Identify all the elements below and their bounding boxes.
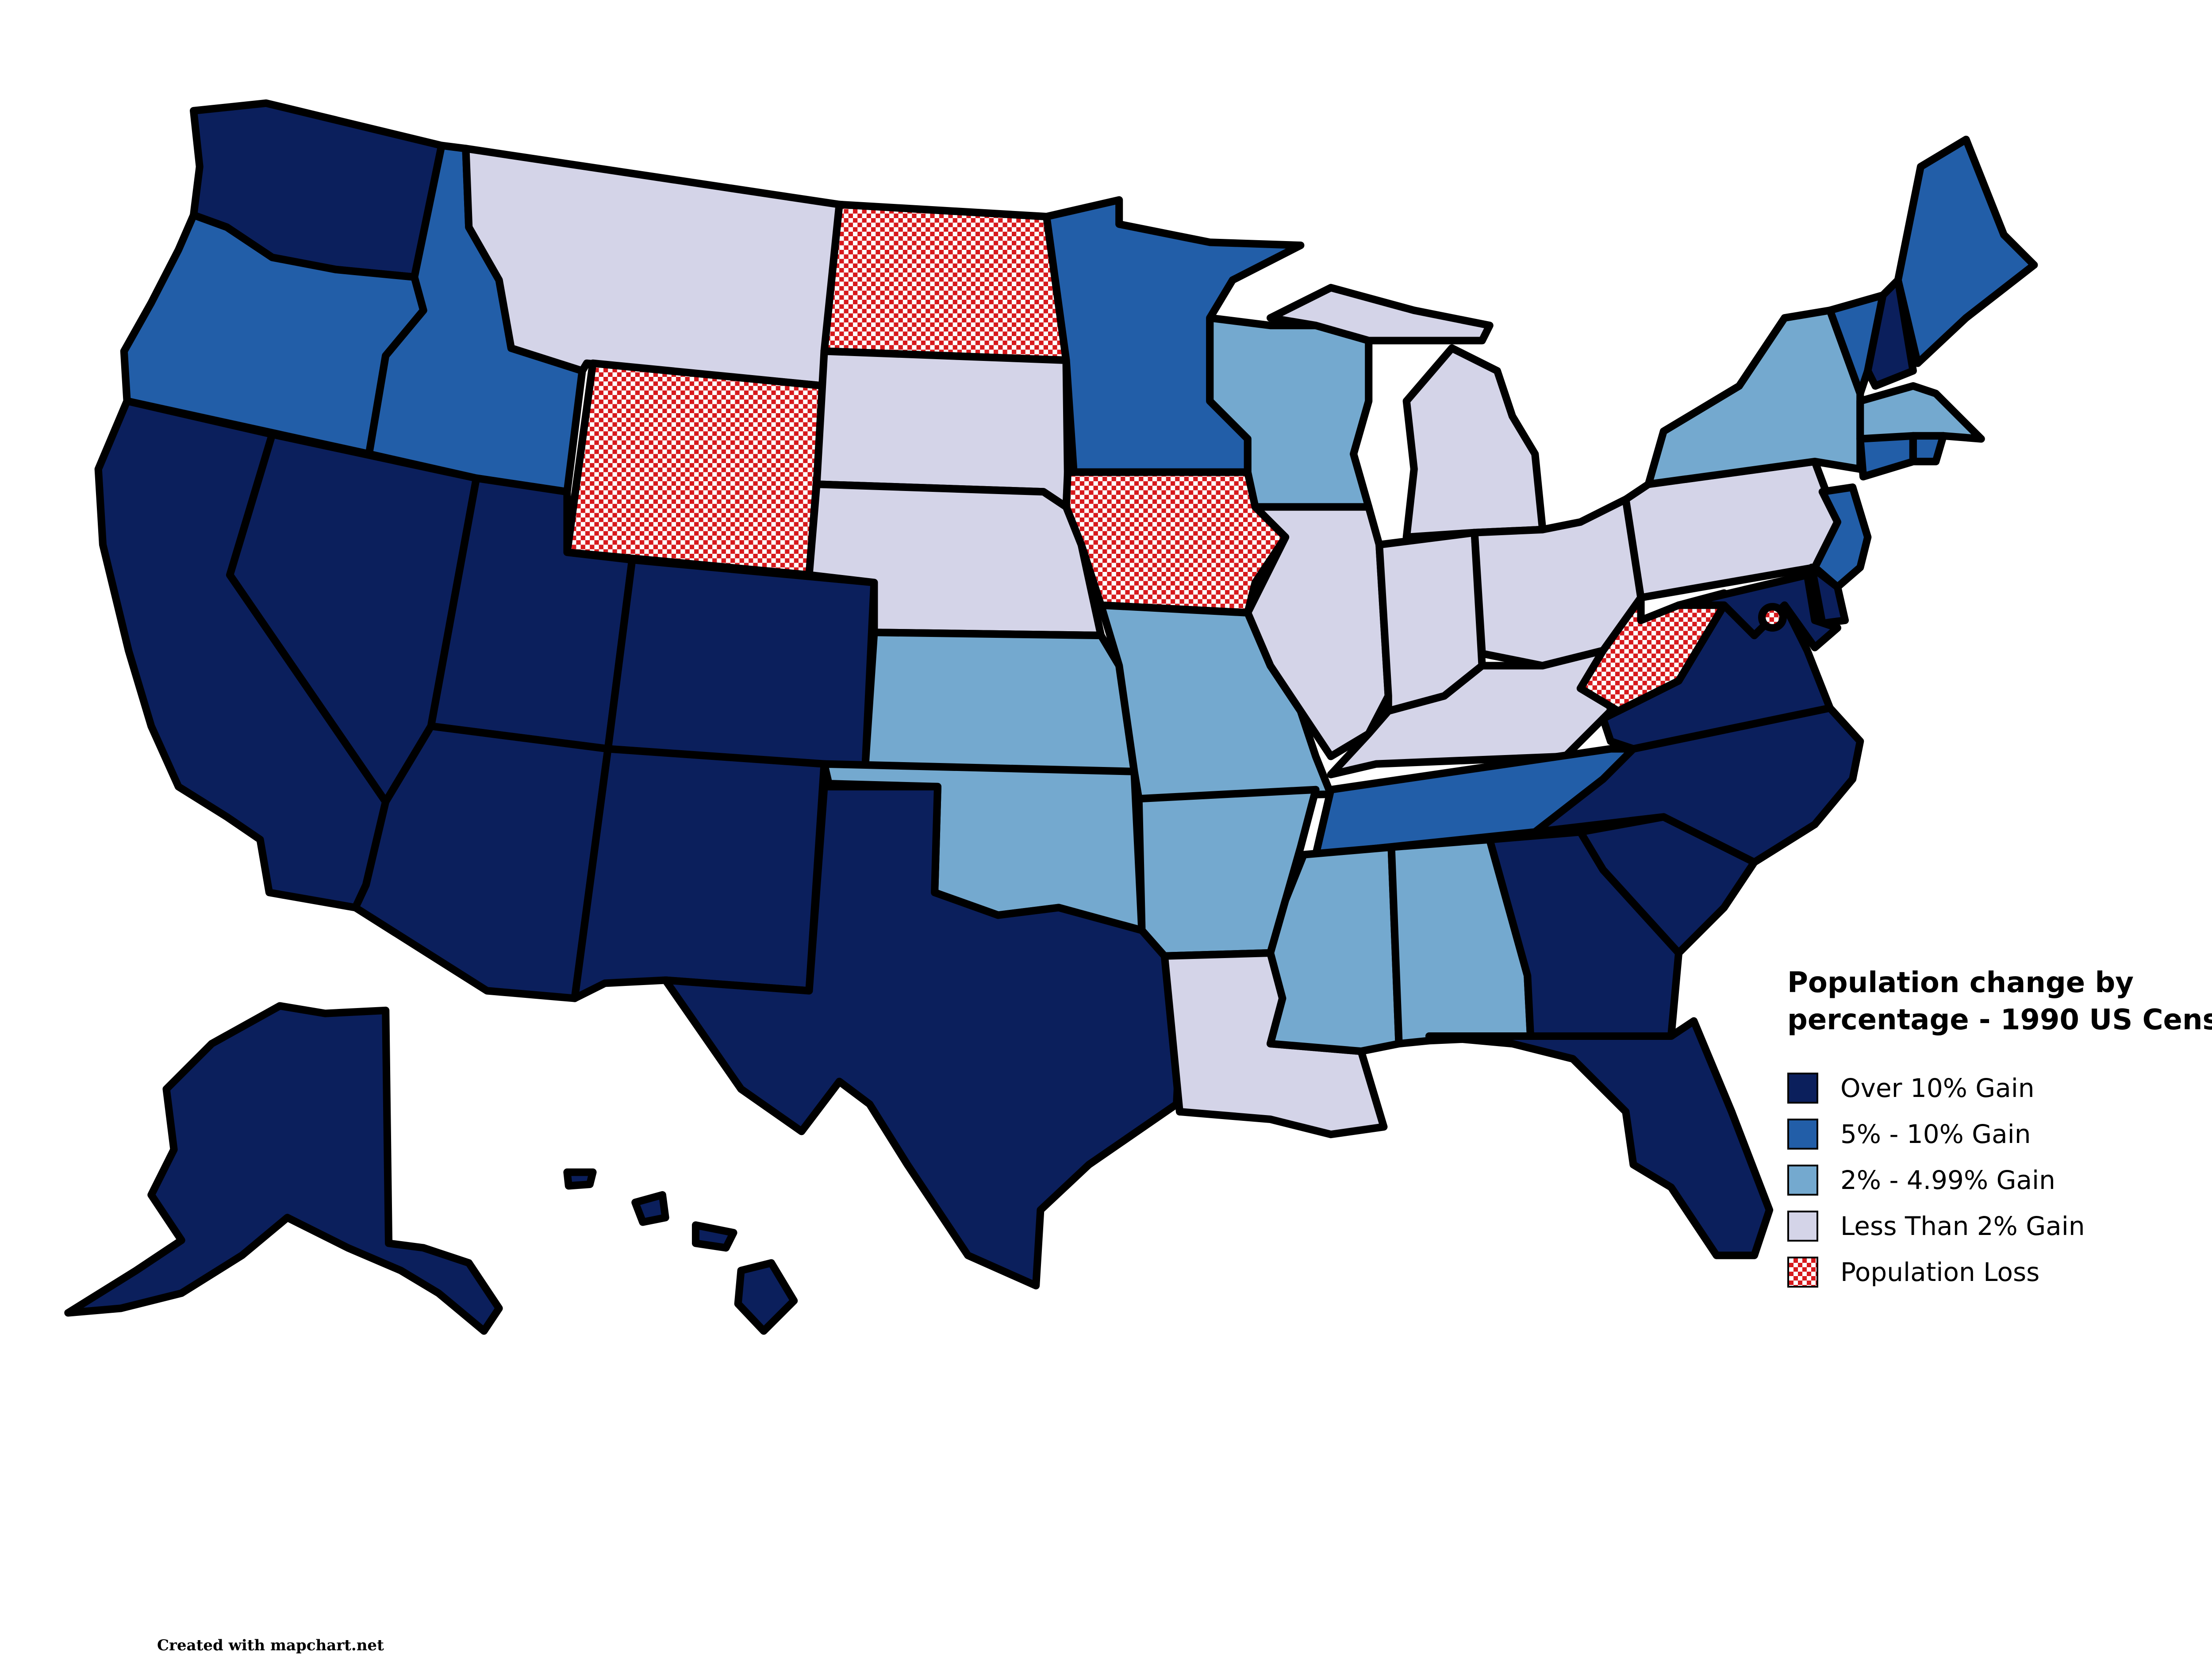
state-de[interactable] bbox=[1808, 564, 1849, 627]
state-dc[interactable] bbox=[1758, 603, 1787, 632]
state-ct[interactable] bbox=[1856, 432, 1917, 481]
legend-swatch bbox=[1787, 1257, 1818, 1288]
state-nc[interactable] bbox=[1531, 704, 1864, 866]
state-hi[interactable] bbox=[563, 1168, 798, 1335]
state-md[interactable] bbox=[1674, 571, 1842, 652]
legend-label: Less Than 2% Gain bbox=[1840, 1211, 2085, 1241]
legend-swatch bbox=[1787, 1165, 1818, 1196]
legend-swatch bbox=[1787, 1073, 1818, 1104]
state-mi[interactable] bbox=[1266, 284, 1547, 541]
state-ma[interactable] bbox=[1856, 382, 1985, 443]
legend-label: Over 10% Gain bbox=[1840, 1073, 2035, 1103]
state-nj[interactable] bbox=[1811, 483, 1872, 591]
state-fl[interactable] bbox=[1425, 1017, 1774, 1259]
state-ak[interactable] bbox=[64, 1002, 503, 1335]
legend-label: 2% - 4.99% Gain bbox=[1840, 1165, 2055, 1195]
legend-item: Population Loss bbox=[1787, 1249, 2212, 1295]
legend-item: Over 10% Gain bbox=[1787, 1065, 2212, 1111]
state-me[interactable] bbox=[1894, 135, 2038, 367]
credit-text: Created with mapchart.net bbox=[157, 1637, 384, 1654]
state-co[interactable] bbox=[604, 556, 878, 775]
state-mt[interactable] bbox=[462, 145, 843, 390]
state-ri[interactable] bbox=[1909, 432, 1947, 466]
legend-item: 2% - 4.99% Gain bbox=[1787, 1157, 2212, 1203]
state-ny[interactable] bbox=[1644, 307, 1864, 488]
legend-item: Less Than 2% Gain bbox=[1787, 1203, 2212, 1249]
legend-swatch bbox=[1787, 1119, 1818, 1150]
state-nm[interactable] bbox=[571, 745, 828, 1002]
state-nd[interactable] bbox=[820, 200, 1070, 364]
legend-items: Over 10% Gain 5% - 10% Gain 2% - 4.99% Gai… bbox=[1787, 1065, 2212, 1295]
legend-swatch bbox=[1787, 1211, 1818, 1242]
legend-label: Population Loss bbox=[1840, 1257, 2040, 1287]
legend-title-line2: percentage - 1990 US Census bbox=[1787, 1004, 2212, 1036]
legend-title: Population change by percentage - 1990 U… bbox=[1787, 964, 2212, 1039]
legend-item: 5% - 10% Gain bbox=[1787, 1111, 2212, 1157]
legend-label: 5% - 10% Gain bbox=[1840, 1119, 2031, 1149]
state-il[interactable] bbox=[1244, 503, 1392, 760]
state-wy[interactable] bbox=[563, 359, 828, 579]
state-tx[interactable] bbox=[661, 782, 1183, 1290]
state-ks[interactable] bbox=[861, 629, 1138, 775]
map-legend: Population change by percentage - 1990 U… bbox=[1787, 964, 2212, 1295]
legend-title-line1: Population change by bbox=[1787, 966, 2134, 999]
